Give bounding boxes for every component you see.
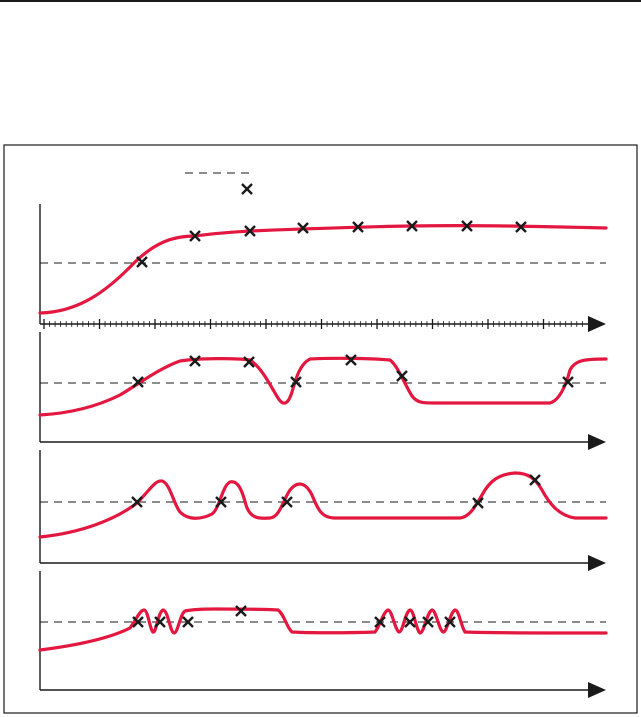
cross-marker-icon	[352, 221, 364, 233]
cross-marker-icon	[182, 616, 194, 628]
cross-marker-icon	[422, 616, 434, 628]
cross-marker-icon	[132, 616, 144, 628]
cross-marker-icon	[444, 616, 456, 628]
cross-marker-icon	[406, 220, 418, 232]
cross-marker-icon	[244, 225, 256, 237]
cross-marker-icon	[281, 496, 293, 508]
cross-marker-icon	[562, 376, 574, 388]
x-axis-arrow-icon	[588, 316, 606, 332]
panel-1	[38, 204, 608, 332]
cross-marker-icon	[136, 256, 148, 268]
cross-marker-icon	[345, 354, 357, 366]
legend	[185, 172, 253, 195]
cross-marker-icon	[297, 222, 309, 234]
cross-marker-icon	[154, 616, 166, 628]
cross-marker-icon	[374, 616, 386, 628]
cross-marker-icon	[396, 370, 408, 382]
cross-marker-icon	[189, 355, 201, 367]
cross-markers	[132, 354, 574, 388]
figure-frame	[3, 144, 638, 714]
x-axis-arrow-icon	[588, 682, 606, 698]
x-axis-arrow-icon	[588, 434, 606, 450]
panel-3	[38, 450, 608, 571]
cross-marker-icon	[132, 376, 144, 388]
cross-marker-icon	[461, 220, 473, 232]
cross-marker-icon	[235, 605, 247, 617]
cross-markers	[132, 605, 456, 628]
cross-markers	[131, 474, 541, 509]
cross-markers	[136, 220, 527, 268]
cross-marker-icon	[404, 616, 416, 628]
cross-marker-icon	[472, 497, 484, 509]
cross-marker-icon	[131, 496, 143, 508]
signal-curve	[38, 607, 608, 652]
panel-2	[38, 332, 608, 450]
legend-cross-marker-icon	[241, 183, 253, 195]
x-axis-arrow-icon	[588, 555, 606, 571]
signal-curve	[38, 471, 608, 539]
signal-curve	[38, 224, 608, 315]
cross-marker-icon	[215, 496, 227, 508]
cross-marker-icon	[189, 230, 201, 242]
top-rule	[0, 0, 641, 2]
cross-marker-icon	[290, 376, 302, 388]
cross-marker-icon	[515, 221, 527, 233]
cross-marker-icon	[243, 356, 255, 368]
cross-marker-icon	[529, 474, 541, 486]
x-axis-ticks	[43, 319, 583, 329]
panel-4	[38, 571, 608, 698]
signal-curve	[38, 356, 608, 417]
